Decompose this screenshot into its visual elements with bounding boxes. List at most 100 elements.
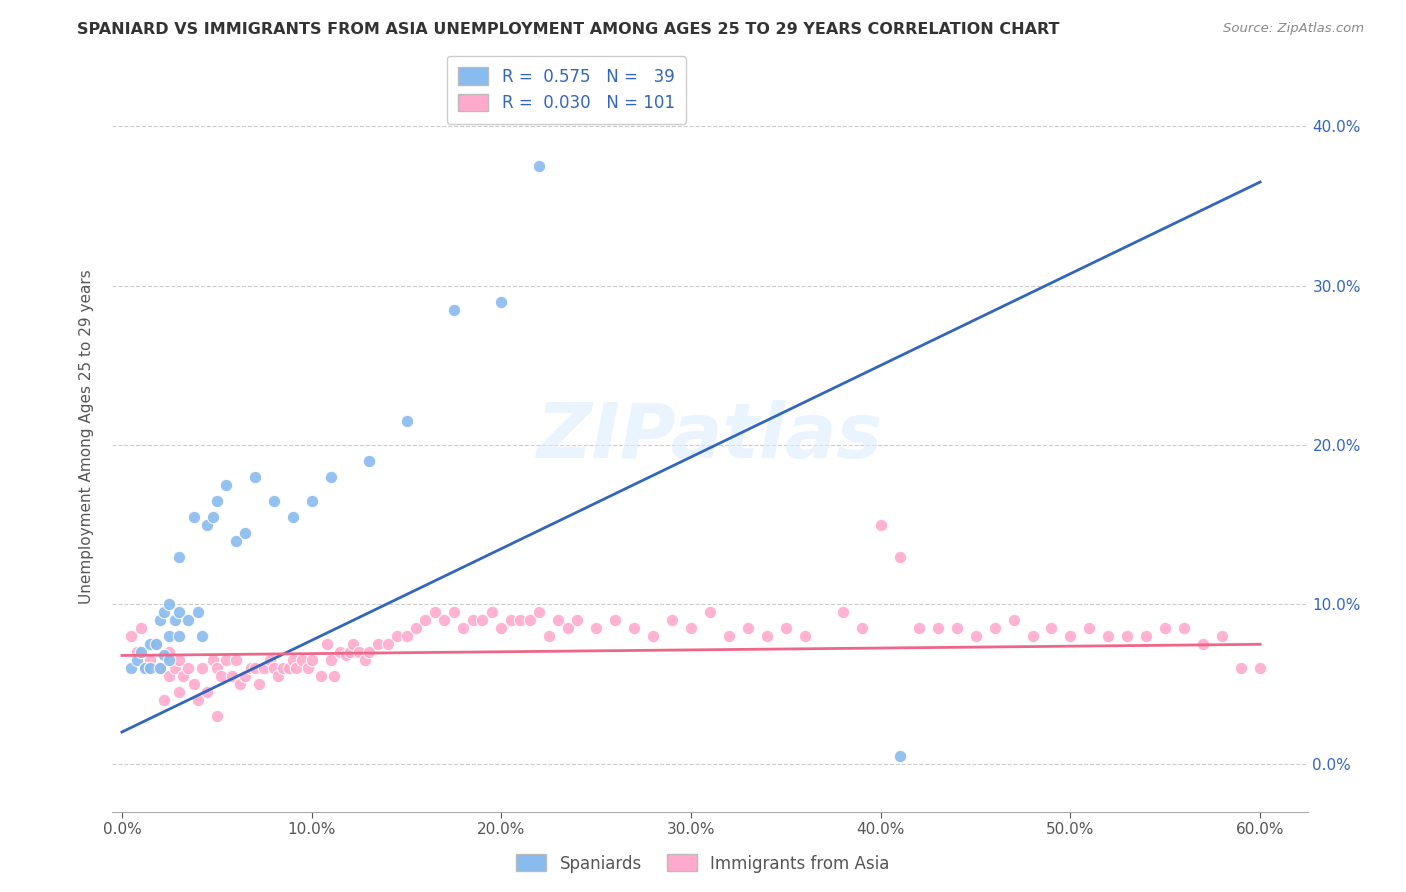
Point [342, 637, 364, 651]
Point [157, 629, 180, 643]
Point [129, 621, 152, 635]
Legend: Spaniards, Immigrants from Asia: Spaniards, Immigrants from Asia [510, 847, 896, 880]
Point [415, 614, 437, 628]
Point [225, 653, 247, 667]
Point [983, 621, 1005, 635]
Point [965, 629, 987, 643]
Point [190, 661, 212, 675]
Point [889, 748, 911, 763]
Point [281, 509, 304, 524]
Point [869, 517, 891, 532]
Point [157, 669, 180, 683]
Point [699, 606, 721, 620]
Point [120, 629, 142, 643]
Point [775, 621, 797, 635]
Point [567, 614, 589, 628]
Point [1154, 621, 1177, 635]
Point [405, 621, 427, 635]
Point [221, 669, 243, 683]
Point [152, 648, 174, 663]
Point [239, 661, 262, 675]
Point [1097, 629, 1119, 643]
Point [309, 669, 332, 683]
Point [167, 629, 190, 643]
Point [167, 549, 190, 564]
Point [177, 661, 200, 675]
Point [281, 653, 304, 667]
Point [423, 606, 446, 620]
Y-axis label: Unemployment Among Ages 25 to 29 years: Unemployment Among Ages 25 to 29 years [79, 269, 94, 605]
Point [145, 637, 167, 651]
Point [529, 159, 551, 173]
Point [661, 614, 683, 628]
Point [202, 653, 225, 667]
Point [157, 645, 180, 659]
Point [1173, 621, 1195, 635]
Text: SPANIARD VS IMMIGRANTS FROM ASIA UNEMPLOYMENT AMONG AGES 25 TO 29 YEARS CORRELAT: SPANIARD VS IMMIGRANTS FROM ASIA UNEMPLO… [77, 22, 1060, 37]
Point [605, 614, 627, 628]
Point [315, 637, 337, 651]
Point [301, 493, 323, 508]
Point [187, 606, 209, 620]
Point [139, 637, 162, 651]
Point [263, 661, 285, 675]
Point [927, 621, 949, 635]
Point [471, 614, 494, 628]
Point [120, 661, 142, 675]
Point [127, 645, 149, 659]
Point [145, 637, 167, 651]
Legend: R =  0.575   N =   39, R =  0.030   N = 101: R = 0.575 N = 39, R = 0.030 N = 101 [447, 56, 686, 124]
Point [167, 606, 190, 620]
Point [190, 629, 212, 643]
Point [831, 606, 853, 620]
Point [433, 614, 456, 628]
Point [1078, 621, 1101, 635]
Point [202, 509, 225, 524]
Point [266, 669, 288, 683]
Point [152, 693, 174, 707]
Point [297, 661, 319, 675]
Point [323, 669, 346, 683]
Point [623, 621, 645, 635]
Point [149, 661, 172, 675]
Point [643, 629, 665, 643]
Point [851, 621, 873, 635]
Point [149, 661, 172, 675]
Point [134, 661, 156, 675]
Point [209, 669, 232, 683]
Text: Source: ZipAtlas.com: Source: ZipAtlas.com [1223, 22, 1364, 36]
Point [1249, 661, 1271, 675]
Point [385, 629, 408, 643]
Point [134, 661, 156, 675]
Point [1040, 621, 1063, 635]
Point [1135, 629, 1157, 643]
Point [205, 709, 228, 723]
Point [1192, 637, 1215, 651]
Point [127, 653, 149, 667]
Point [509, 614, 531, 628]
Point [225, 533, 247, 548]
Point [319, 470, 342, 484]
Point [215, 478, 238, 492]
Point [247, 677, 270, 691]
Point [205, 493, 228, 508]
Point [681, 621, 703, 635]
Point [233, 669, 256, 683]
Point [1116, 629, 1139, 643]
Point [481, 606, 503, 620]
Point [165, 614, 187, 628]
Point [585, 621, 607, 635]
Point [195, 685, 218, 699]
Point [529, 606, 551, 620]
Point [889, 549, 911, 564]
Point [183, 677, 205, 691]
Point [793, 629, 815, 643]
Point [129, 645, 152, 659]
Point [557, 621, 579, 635]
Point [215, 653, 238, 667]
Point [367, 637, 389, 651]
Point [907, 621, 929, 635]
Point [1021, 629, 1043, 643]
Point [537, 629, 560, 643]
Point [167, 653, 190, 667]
